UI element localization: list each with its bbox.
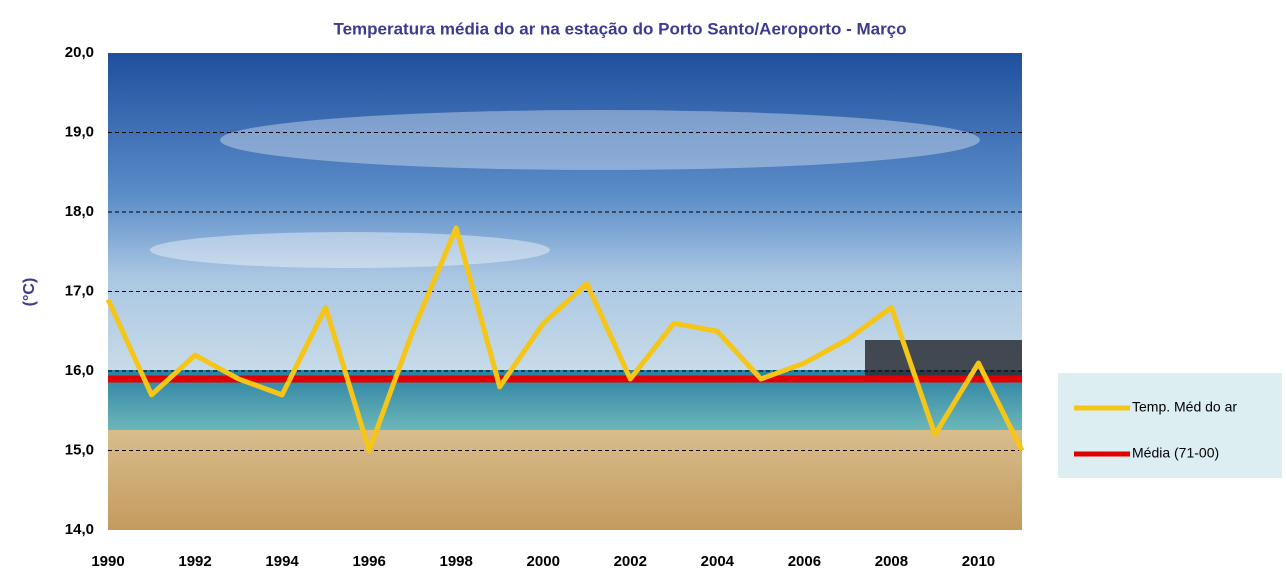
- y-tick-label: 19,0: [65, 123, 94, 140]
- y-axis-label: (°C): [21, 278, 38, 307]
- y-tick-label: 17,0: [65, 282, 94, 299]
- y-tick-label: 20,0: [65, 44, 94, 61]
- x-tick-label: 1998: [440, 553, 473, 570]
- x-tick-label: 2006: [788, 553, 821, 570]
- chart-title: Temperatura média do ar na estação do Po…: [333, 19, 906, 38]
- x-tick-label: 2002: [614, 553, 647, 570]
- x-tick-label: 1990: [91, 553, 124, 570]
- x-tick-label: 1996: [352, 553, 385, 570]
- y-tick-label: 15,0: [65, 441, 94, 458]
- x-tick-label: 1994: [265, 553, 299, 570]
- legend: [1058, 373, 1282, 478]
- x-tick-label: 2008: [875, 553, 908, 570]
- y-tick-label: 16,0: [65, 362, 94, 379]
- y-tick-label: 18,0: [65, 203, 94, 220]
- x-tick-label: 2010: [962, 553, 995, 570]
- y-tick-label: 14,0: [65, 521, 94, 538]
- legend-label: Média (71-00): [1132, 445, 1219, 461]
- legend-label: Temp. Méd do ar: [1132, 399, 1237, 415]
- x-tick-label: 1992: [178, 553, 211, 570]
- x-tick-label: 2000: [527, 553, 560, 570]
- chart: Temperatura média do ar na estação do Po…: [0, 0, 1286, 576]
- x-tick-label: 2004: [701, 553, 735, 570]
